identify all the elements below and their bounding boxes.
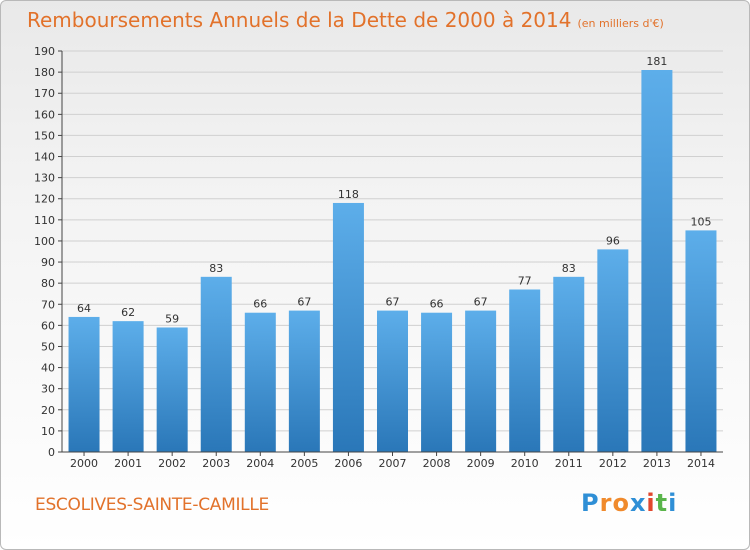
bar-2009[interactable] — [465, 310, 497, 452]
bar-2003[interactable] — [200, 276, 232, 452]
data-label: 67 — [386, 296, 400, 309]
x-tick-label: 2006 — [334, 457, 362, 470]
y-tick-label: 150 — [34, 129, 55, 142]
logo-letter: x — [629, 489, 647, 517]
x-tick-label: 2002 — [158, 457, 186, 470]
logo-letter: t — [655, 489, 669, 517]
bar-2012[interactable] — [597, 249, 629, 452]
y-tick-label: 170 — [34, 87, 55, 100]
x-tick-label: 2014 — [687, 457, 715, 470]
logo-letter: P — [581, 489, 600, 517]
bar-2013[interactable] — [641, 69, 673, 452]
proxiti-logo[interactable]: Proxiti — [581, 489, 677, 517]
data-label: 59 — [165, 312, 179, 325]
bar-2001[interactable] — [112, 321, 144, 452]
y-tick-label: 20 — [41, 404, 55, 417]
bars: 64 62 59 83 66 67 118 67 66 67 77 83 96 181 105 — [68, 55, 717, 452]
data-label: 105 — [690, 215, 711, 228]
x-tick-label: 2004 — [246, 457, 274, 470]
data-label: 181 — [646, 55, 667, 68]
x-tick-label: 2005 — [290, 457, 318, 470]
axes: 0 10 20 30 40 50 60 70 80 90 100 110 120 130 140 150 160… — [34, 45, 723, 470]
x-tick-label: 2013 — [643, 457, 671, 470]
y-tick-label: 160 — [34, 108, 55, 121]
chart-title-unit: (en milliers d'€) — [577, 17, 664, 30]
y-tick-label: 10 — [41, 425, 55, 438]
y-tick-label: 120 — [34, 193, 55, 206]
x-tick-label: 2003 — [202, 457, 230, 470]
data-label: 67 — [474, 296, 488, 309]
x-tick-label: 2000 — [70, 457, 98, 470]
data-label: 64 — [77, 302, 91, 315]
data-label: 118 — [338, 188, 359, 201]
y-tick-label: 80 — [41, 277, 55, 290]
bar-2011[interactable] — [553, 276, 585, 452]
y-tick-label: 40 — [41, 362, 55, 375]
chart-title-text: Remboursements Annuels de la Dette de 20… — [27, 8, 572, 32]
x-tick-label: 2008 — [423, 457, 451, 470]
logo-letter: i — [668, 489, 678, 517]
y-tick-label: 110 — [34, 214, 55, 227]
data-label: 62 — [121, 306, 135, 319]
bar-2002[interactable] — [156, 327, 188, 452]
chart-title: Remboursements Annuels de la Dette de 20… — [27, 8, 664, 32]
logo-letter: i — [646, 489, 656, 517]
y-tick-label: 90 — [41, 256, 55, 269]
logo-letter: r — [599, 489, 613, 517]
y-tick-label: 50 — [41, 340, 55, 353]
x-tick-label: 2012 — [599, 457, 627, 470]
data-label: 66 — [253, 298, 267, 311]
bar-2005[interactable] — [288, 310, 320, 452]
town-name: ESCOLIVES-SAINTE-CAMILLE — [35, 495, 269, 515]
y-tick-label: 100 — [34, 235, 55, 248]
data-label: 96 — [606, 234, 620, 247]
data-label: 77 — [518, 274, 532, 287]
data-label: 66 — [430, 298, 444, 311]
bar-2008[interactable] — [421, 312, 453, 452]
bar-2006[interactable] — [332, 202, 364, 452]
y-tick-label: 60 — [41, 319, 55, 332]
data-label: 83 — [562, 262, 576, 275]
bar-2007[interactable] — [377, 310, 408, 452]
bar-2010[interactable] — [509, 289, 541, 452]
x-tick-label: 2011 — [555, 457, 583, 470]
logo-letter: o — [612, 489, 630, 517]
y-tick-label: 30 — [41, 383, 55, 396]
data-label: 83 — [209, 262, 223, 275]
data-label: 67 — [297, 296, 311, 309]
y-tick-label: 140 — [34, 151, 55, 164]
y-tick-label: 0 — [48, 446, 55, 459]
y-tick-label: 180 — [34, 66, 55, 79]
y-tick-label: 70 — [41, 298, 55, 311]
bar-2000[interactable] — [68, 316, 100, 452]
x-tick-label: 2001 — [114, 457, 142, 470]
x-tick-label: 2010 — [511, 457, 539, 470]
x-tick-label: 2007 — [379, 457, 407, 470]
y-tick-label: 190 — [34, 45, 55, 58]
y-tick-label: 130 — [34, 172, 55, 185]
x-tick-label: 2009 — [467, 457, 495, 470]
bar-2004[interactable] — [244, 312, 276, 452]
bar-2014[interactable] — [685, 230, 717, 452]
